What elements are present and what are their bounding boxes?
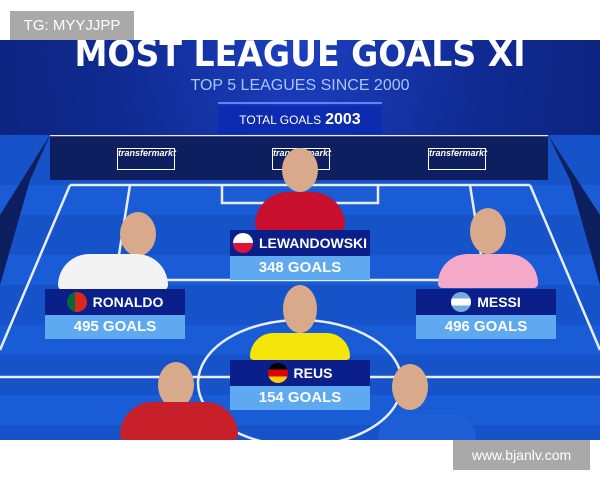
- transfermarkt-logo: transfermarkt: [428, 148, 487, 170]
- total-goals-value: 2003: [325, 111, 361, 128]
- title: MOST LEAGUE GOALS XI: [74, 40, 526, 75]
- player-name: MESSI: [477, 294, 521, 310]
- player-name: REUS: [293, 365, 333, 381]
- player-goals: 348 GOALS: [230, 256, 370, 280]
- player-photo-gerrard: [120, 362, 238, 440]
- player-goals: 495 GOALS: [45, 315, 185, 339]
- player-card-messi: MESSI 496 GOALS: [416, 289, 556, 339]
- player-name: RONALDO: [92, 294, 164, 310]
- infographic: MOST LEAGUE GOALS XI TOP 5 LEAGUES SINCE…: [0, 40, 600, 440]
- player-photo-reus: [250, 285, 350, 360]
- germany-flag-icon: [267, 363, 288, 383]
- subtitle: TOP 5 LEAGUES SINCE 2000: [190, 77, 410, 94]
- player-name: LEWANDOWSKI: [258, 235, 368, 251]
- player-photo-lewandowski: [255, 148, 345, 230]
- total-goals-label: TOTAL GOALS: [239, 113, 322, 127]
- transfermarkt-logo: transfermarkt: [117, 148, 176, 170]
- player-goals: 154 GOALS: [230, 386, 370, 410]
- argentina-flag-icon: [451, 292, 472, 312]
- watermark-bottom: www.bjanlv.com: [453, 440, 590, 470]
- player-photo-messi: [438, 208, 538, 288]
- watermark-top: TG: MYYJJPP: [10, 11, 134, 40]
- player-photo-lampard: [378, 364, 476, 440]
- player-goals: 496 GOALS: [416, 315, 556, 339]
- poland-flag-icon: [232, 233, 253, 253]
- divider: [218, 102, 382, 104]
- total-goals-box: TOTAL GOALS 2003: [218, 106, 382, 134]
- player-photo-ronaldo: [58, 212, 168, 290]
- player-card-lewandowski: LEWANDOWSKI 348 GOALS: [230, 230, 370, 280]
- player-card-ronaldo: RONALDO 495 GOALS: [45, 289, 185, 339]
- player-card-reus: REUS 154 GOALS: [230, 360, 370, 410]
- portugal-flag-icon: [66, 292, 87, 312]
